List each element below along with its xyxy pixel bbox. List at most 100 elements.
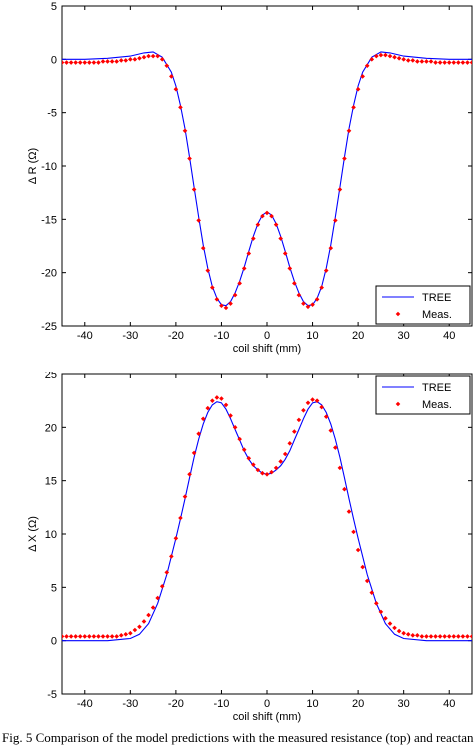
- meas-point: [355, 547, 361, 553]
- meas-point: [68, 634, 74, 639]
- meas-point: [419, 634, 425, 639]
- plot-frame: [61, 373, 473, 695]
- meas-point: [346, 509, 352, 514]
- x-tick-label: -10: [213, 330, 229, 342]
- meas-point: [123, 58, 129, 63]
- meas-point: [255, 467, 261, 473]
- meas-point: [469, 634, 472, 639]
- y-axis-label: Δ R (Ω): [27, 148, 39, 184]
- meas-point: [415, 59, 420, 64]
- meas-point: [232, 292, 238, 298]
- meas-point: [346, 128, 352, 134]
- meas-point: [310, 397, 315, 402]
- meas-point: [264, 471, 270, 477]
- meas-point: [428, 634, 434, 639]
- meas-point: [278, 236, 283, 241]
- meas-point: [351, 105, 356, 110]
- meas-point: [105, 59, 110, 64]
- meas-point: [219, 303, 224, 309]
- meas-point: [364, 578, 370, 584]
- meas-point: [182, 494, 188, 499]
- x-tick-label: 30: [398, 698, 410, 710]
- meas-point: [118, 633, 124, 638]
- meas-point: [146, 612, 151, 618]
- meas-point: [205, 268, 211, 273]
- x-tick-label: 10: [306, 698, 318, 710]
- meas-point: [378, 609, 384, 615]
- x-tick-label: 40: [443, 698, 455, 710]
- meas-point: [296, 417, 302, 423]
- meas-point: [428, 59, 434, 64]
- meas-point: [73, 60, 78, 65]
- meas-point: [159, 57, 165, 62]
- meas-point: [100, 59, 106, 64]
- meas-point: [387, 621, 393, 626]
- meas-point: [301, 301, 306, 306]
- meas-point: [305, 400, 311, 406]
- meas-point: [333, 218, 338, 223]
- meas-point: [196, 431, 201, 437]
- meas-point: [137, 55, 142, 61]
- meas-point: [383, 52, 388, 58]
- meas-point: [319, 285, 324, 290]
- meas-point: [68, 60, 74, 65]
- meas-point: [64, 634, 69, 639]
- meas-point: [246, 455, 252, 461]
- legend: TREE Meas.: [375, 285, 471, 325]
- meas-point: [62, 60, 65, 65]
- meas-point: [169, 74, 174, 79]
- meas-point: [169, 554, 174, 559]
- meas-point: [251, 236, 256, 241]
- meas-point: [64, 60, 69, 65]
- meas-point: [401, 630, 406, 636]
- meas-point: [410, 58, 416, 63]
- meas-point: [196, 218, 201, 223]
- meas-point: [282, 451, 288, 457]
- meas-point: [87, 634, 92, 639]
- meas-point: [374, 601, 379, 606]
- meas-point: [378, 52, 384, 58]
- meas-point: [96, 634, 101, 639]
- legend-entry: TREE: [422, 382, 451, 394]
- meas-point: [433, 60, 438, 65]
- meas-point: [405, 58, 411, 63]
- meas-point: [342, 156, 347, 161]
- meas-point: [415, 633, 420, 638]
- meas-point: [173, 535, 179, 541]
- meas-point: [141, 619, 147, 624]
- meas-point: [255, 222, 261, 227]
- meas-point: [282, 251, 288, 256]
- meas-point: [437, 634, 443, 639]
- meas-point: [214, 297, 220, 302]
- meas-point: [146, 53, 151, 59]
- meas-point: [465, 60, 470, 65]
- meas-point: [451, 634, 457, 639]
- x-tick-label: -40: [77, 330, 93, 342]
- meas-point: [114, 634, 119, 639]
- x-tick-label: 0: [264, 330, 270, 342]
- meas-point: [191, 187, 197, 192]
- meas-point: [269, 469, 274, 475]
- meas-point: [155, 53, 160, 59]
- meas-point: [241, 447, 247, 453]
- meas-point: [424, 59, 429, 64]
- meas-point: [328, 245, 334, 251]
- x-tick-label: 30: [398, 330, 410, 342]
- meas-point: [456, 60, 461, 65]
- meas-point: [405, 631, 411, 637]
- meas-point: [237, 281, 242, 286]
- x-tick-label: 10: [306, 330, 318, 342]
- reactance-change-chart: -40 -30 -20 -10 0 10 20 30 40 -5 0 5 10 15 20 25 coil sh…: [27, 372, 473, 723]
- meas-point: [360, 564, 365, 570]
- x-tick-label: -10: [213, 698, 229, 710]
- meas-point: [465, 634, 470, 639]
- meas-point: [246, 251, 252, 256]
- x-axis-label: coil shift (mm): [233, 711, 301, 723]
- y-tick-label: 5: [51, 1, 57, 13]
- meas-point: [118, 58, 124, 63]
- meas-point: [223, 305, 229, 311]
- meas-point: [128, 630, 133, 636]
- meas-point: [433, 634, 438, 639]
- meas-point: [351, 529, 356, 535]
- legend-swatch-marker: [395, 401, 401, 407]
